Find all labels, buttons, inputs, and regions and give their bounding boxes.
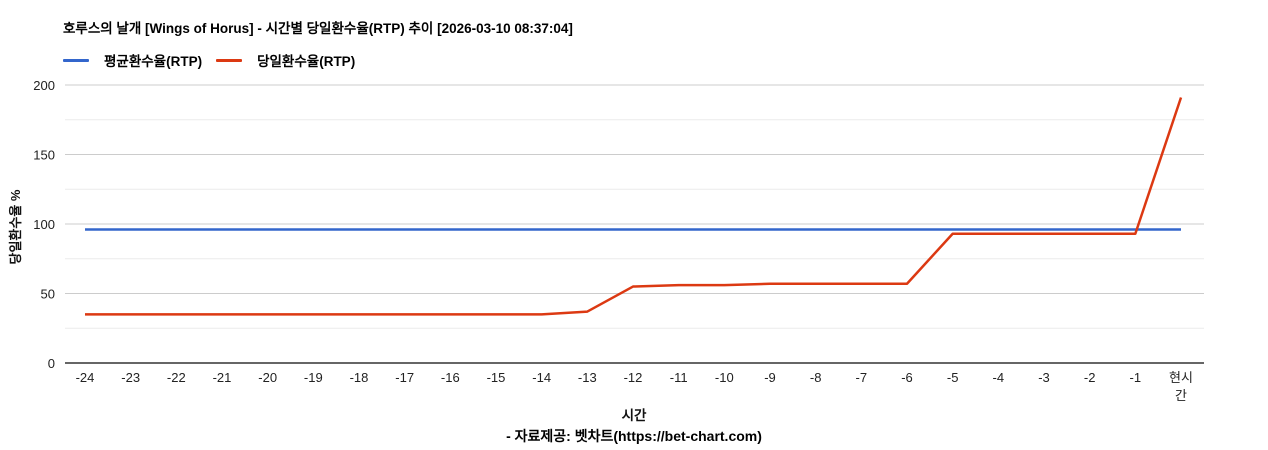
legend-label-avg-rtp: 평균환수율(RTP)	[104, 54, 203, 69]
x-tick-label: -16	[441, 370, 460, 385]
y-tick-label: 100	[33, 217, 55, 232]
legend-item-avg-rtp: 평균환수율(RTP)	[63, 50, 202, 70]
avg-rtp-line-swatch	[63, 58, 89, 62]
y-tick-label: 200	[33, 78, 55, 93]
x-tick-label: -14	[532, 370, 551, 385]
y-tick-label: 0	[48, 356, 55, 371]
x-tick-label: -11	[670, 370, 688, 385]
x-tick-label: -15	[487, 370, 506, 385]
x-tick-label: -24	[76, 370, 95, 385]
chart-legend: 평균환수율(RTP) 당일환수율(RTP)	[63, 50, 355, 70]
x-tick-label: -10	[715, 370, 734, 385]
x-tick-label: 현시	[1169, 370, 1193, 385]
x-tick-label: -21	[213, 370, 232, 385]
rtp-line-chart: 0 50 100 150 200 -24 -23 -22 -21 -20 -19 -18 -17 -16 -…	[8, 78, 1204, 403]
x-tick-label: -5	[947, 370, 959, 385]
x-tick-label: -1	[1130, 370, 1142, 385]
x-tick-label: -13	[578, 370, 597, 385]
x-tick-label: 간	[1175, 388, 1187, 403]
y-tick-label: 150	[33, 148, 55, 163]
x-tick-label: -2	[1084, 370, 1096, 385]
x-tick-label: -12	[624, 370, 643, 385]
x-tick-label: -9	[764, 370, 776, 385]
y-axis-title: 당일환수율 %	[8, 189, 23, 264]
x-axis-title: 시간	[621, 408, 647, 423]
x-tick-label: -3	[1038, 370, 1050, 385]
footer-credit: - 자료제공: 벳차트(https://bet-chart.com)	[506, 428, 762, 444]
x-tick-label: -18	[350, 370, 369, 385]
x-tick-label: -7	[856, 370, 868, 385]
x-tick-label: -4	[993, 370, 1005, 385]
x-tick-label: -6	[901, 370, 913, 385]
chart-title: 호루스의 날개 [Wings of Horus] - 시간별 당일환수율(RTP…	[63, 21, 573, 36]
x-tick-label: -8	[810, 370, 822, 385]
daily-rtp-line	[85, 97, 1183, 316]
x-tick-label: -19	[304, 370, 323, 385]
legend-item-daily-rtp: 당일환수율(RTP)	[216, 50, 355, 70]
y-tick-label: 50	[41, 287, 55, 302]
x-tick-label: -20	[258, 370, 277, 385]
x-tick-label: -22	[167, 370, 186, 385]
x-tick-label: -17	[395, 370, 414, 385]
x-tick-label: -23	[121, 370, 140, 385]
daily-rtp-line-swatch	[216, 58, 243, 62]
legend-label-daily-rtp: 당일환수율(RTP)	[257, 54, 356, 69]
